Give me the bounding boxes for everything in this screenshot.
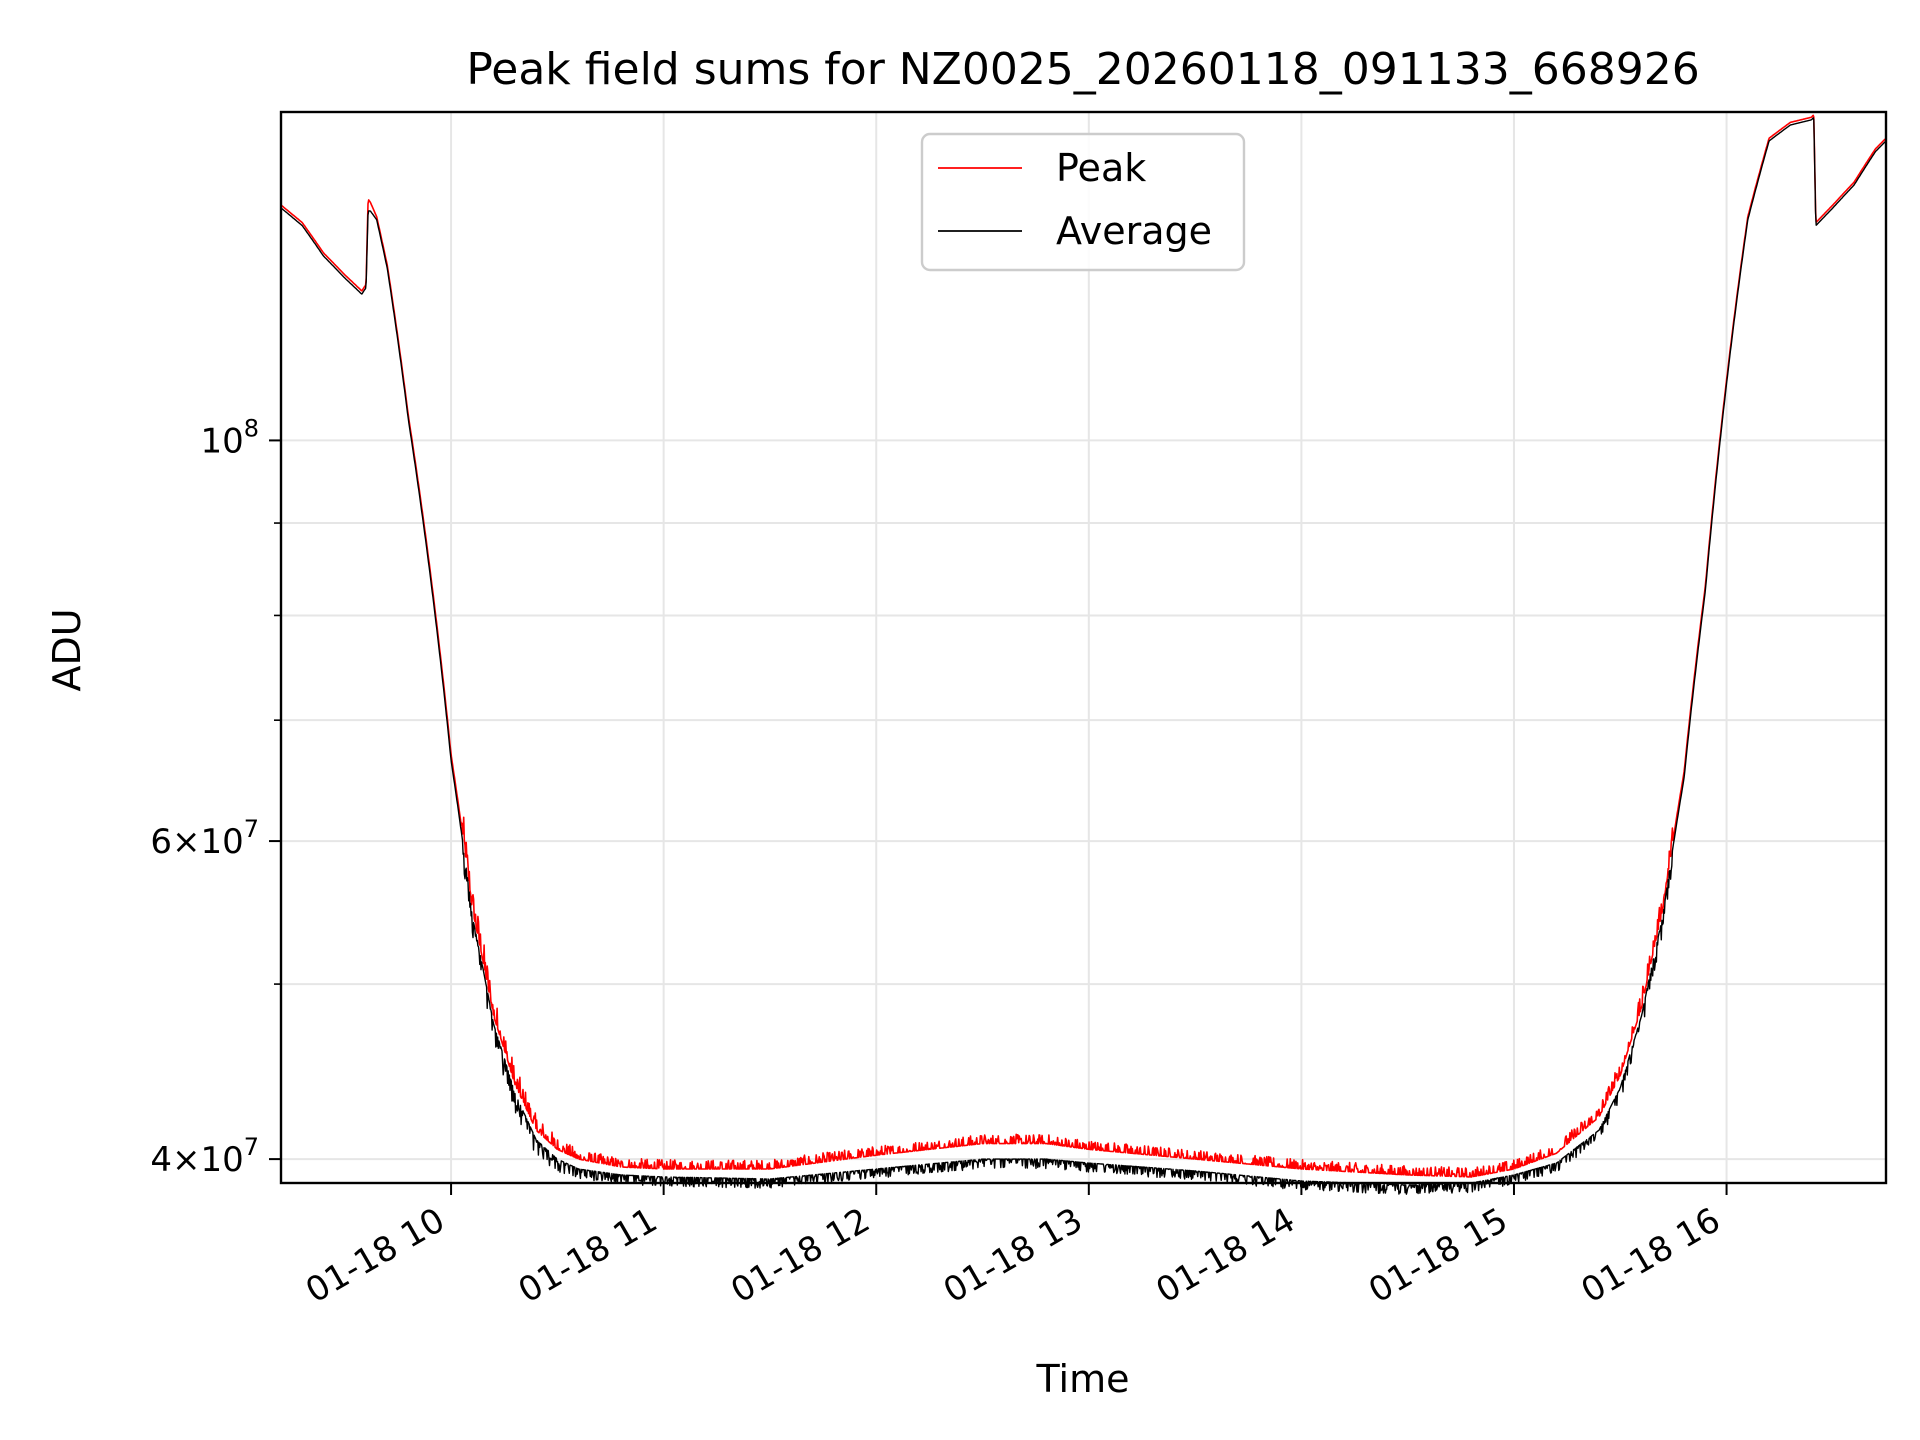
legend: Peak Average xyxy=(920,132,1246,272)
chart-title: Peak field sums for NZ0025_20260118_0911… xyxy=(466,44,1699,95)
legend-peak-label: Peak xyxy=(1056,146,1146,190)
legend-average-label: Average xyxy=(1056,209,1212,253)
series-line-peak xyxy=(280,114,1887,1178)
x-axis-label: Time xyxy=(1036,1357,1130,1401)
y-tick-label: 6×107 xyxy=(150,815,259,862)
plot-frame xyxy=(279,110,1888,1185)
series-line-average xyxy=(280,117,1887,1195)
y-tick-label: 4×107 xyxy=(150,1133,259,1180)
series-layer xyxy=(280,114,1887,1195)
y-tick-label: 108 xyxy=(200,414,259,461)
y-axis-label: ADU xyxy=(45,608,89,691)
